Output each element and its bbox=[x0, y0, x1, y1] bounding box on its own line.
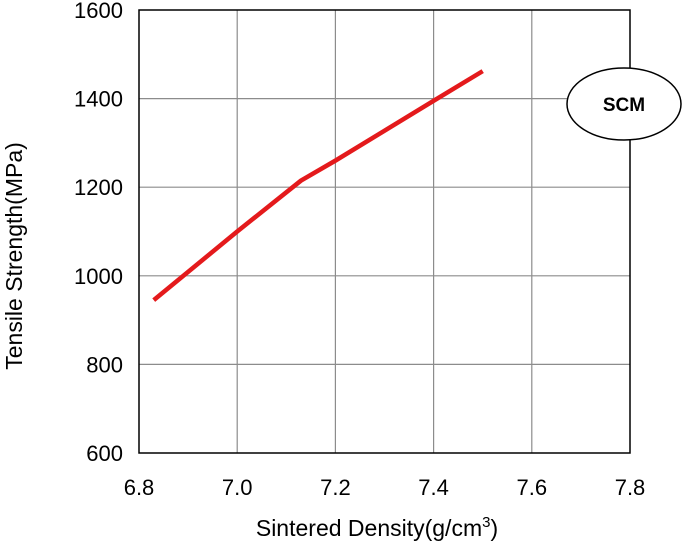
grid bbox=[139, 10, 630, 453]
x-tick-label: 7.2 bbox=[320, 475, 351, 500]
y-tick-label: 600 bbox=[86, 441, 123, 466]
plot-frame bbox=[138, 9, 631, 454]
x-tick-label: 7.6 bbox=[517, 475, 548, 500]
y-tick-label: 1600 bbox=[74, 0, 123, 23]
scm-callout-label: SCM bbox=[603, 95, 645, 116]
y-tick-label: 800 bbox=[86, 352, 123, 377]
x-tick-label: 6.8 bbox=[124, 475, 155, 500]
y-axis-title: Tensile Strength(MPa) bbox=[1, 142, 27, 370]
x-tick-label: 7.8 bbox=[615, 475, 646, 500]
scm-callout-ellipse bbox=[566, 67, 682, 141]
x-tick-label: 7.0 bbox=[222, 475, 253, 500]
series-line-scm bbox=[152, 69, 484, 302]
x-axis-title: Sintered Density(g/cm3) bbox=[256, 514, 498, 541]
scm-callout: SCM bbox=[566, 67, 682, 141]
x-tick-label: 7.4 bbox=[418, 475, 449, 500]
y-tick-labels: 600 800 1000 1200 1400 1600 bbox=[74, 0, 123, 466]
x-tick-labels: 6.8 7.0 7.2 7.4 7.6 7.8 bbox=[124, 475, 646, 500]
y-tick-label: 1400 bbox=[74, 87, 123, 112]
y-tick-label: 1000 bbox=[74, 264, 123, 289]
y-tick-label: 1200 bbox=[74, 175, 123, 200]
series-layer bbox=[152, 69, 484, 302]
